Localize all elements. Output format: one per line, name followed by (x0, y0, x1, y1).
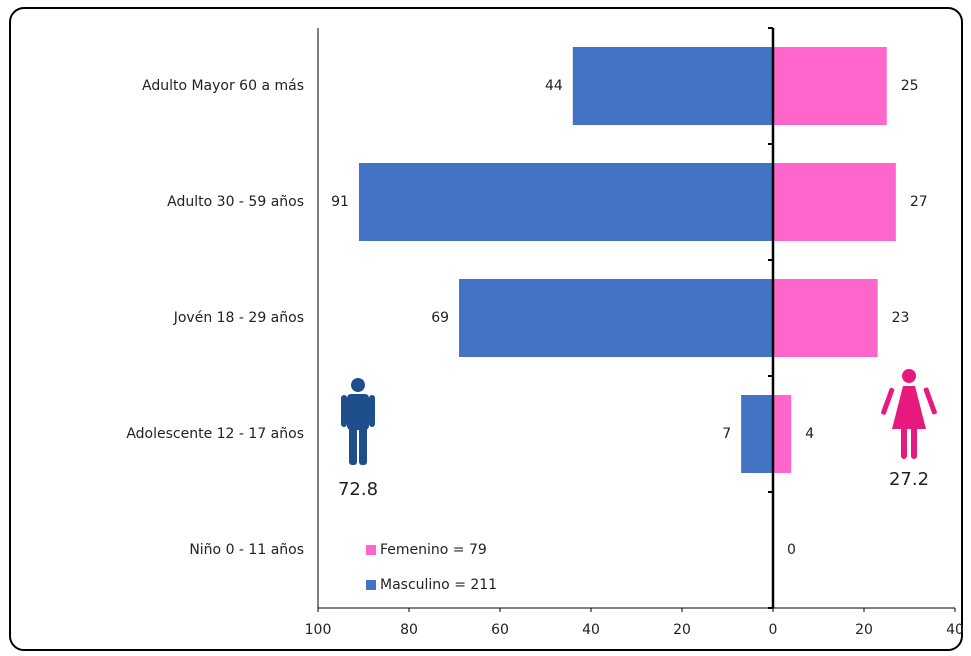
x-tick-label: 40 (582, 622, 600, 638)
bar (773, 163, 896, 241)
bar (773, 279, 878, 357)
y-tick-label: Niño 0 - 11 años (189, 542, 304, 558)
value-label: 44 (545, 78, 563, 94)
bar (459, 279, 773, 357)
x-tick-label: 60 (491, 622, 509, 638)
y-tick-label: Jovén 18 - 29 años (173, 310, 304, 326)
x-tick-label: 0 (769, 622, 778, 638)
female-icon (881, 369, 937, 459)
annotation: 72.8 (338, 479, 378, 500)
x-tick-label: 100 (305, 622, 332, 638)
legend-label: Masculino = 211 (380, 577, 497, 593)
value-label: 27 (910, 194, 928, 210)
legend-swatch (366, 545, 376, 555)
x-tick-label: 80 (400, 622, 418, 638)
y-tick-label: Adolescente 12 - 17 años (126, 426, 304, 442)
x-tick-label: 20 (855, 622, 873, 638)
legend-swatch (366, 580, 376, 590)
male-icon (341, 378, 375, 465)
legend-label: Femenino = 79 (380, 542, 487, 558)
bar (572, 47, 773, 125)
bar (741, 395, 773, 473)
value-label: 23 (892, 310, 910, 326)
bar (358, 163, 773, 241)
annotation: 27.2 (889, 469, 929, 490)
bar (773, 395, 792, 473)
value-label: 0 (787, 542, 796, 558)
y-tick-label: Adulto Mayor 60 a más (142, 78, 304, 94)
x-tick-label: 20 (673, 622, 691, 638)
bar (773, 47, 887, 125)
value-label: 7 (722, 426, 731, 442)
value-label: 4 (805, 426, 814, 442)
value-label: 69 (431, 310, 449, 326)
x-tick-label: 40 (946, 622, 964, 638)
value-label: 25 (901, 78, 919, 94)
value-label: 91 (331, 194, 349, 210)
y-tick-label: Adulto 30 - 59 años (167, 194, 304, 210)
